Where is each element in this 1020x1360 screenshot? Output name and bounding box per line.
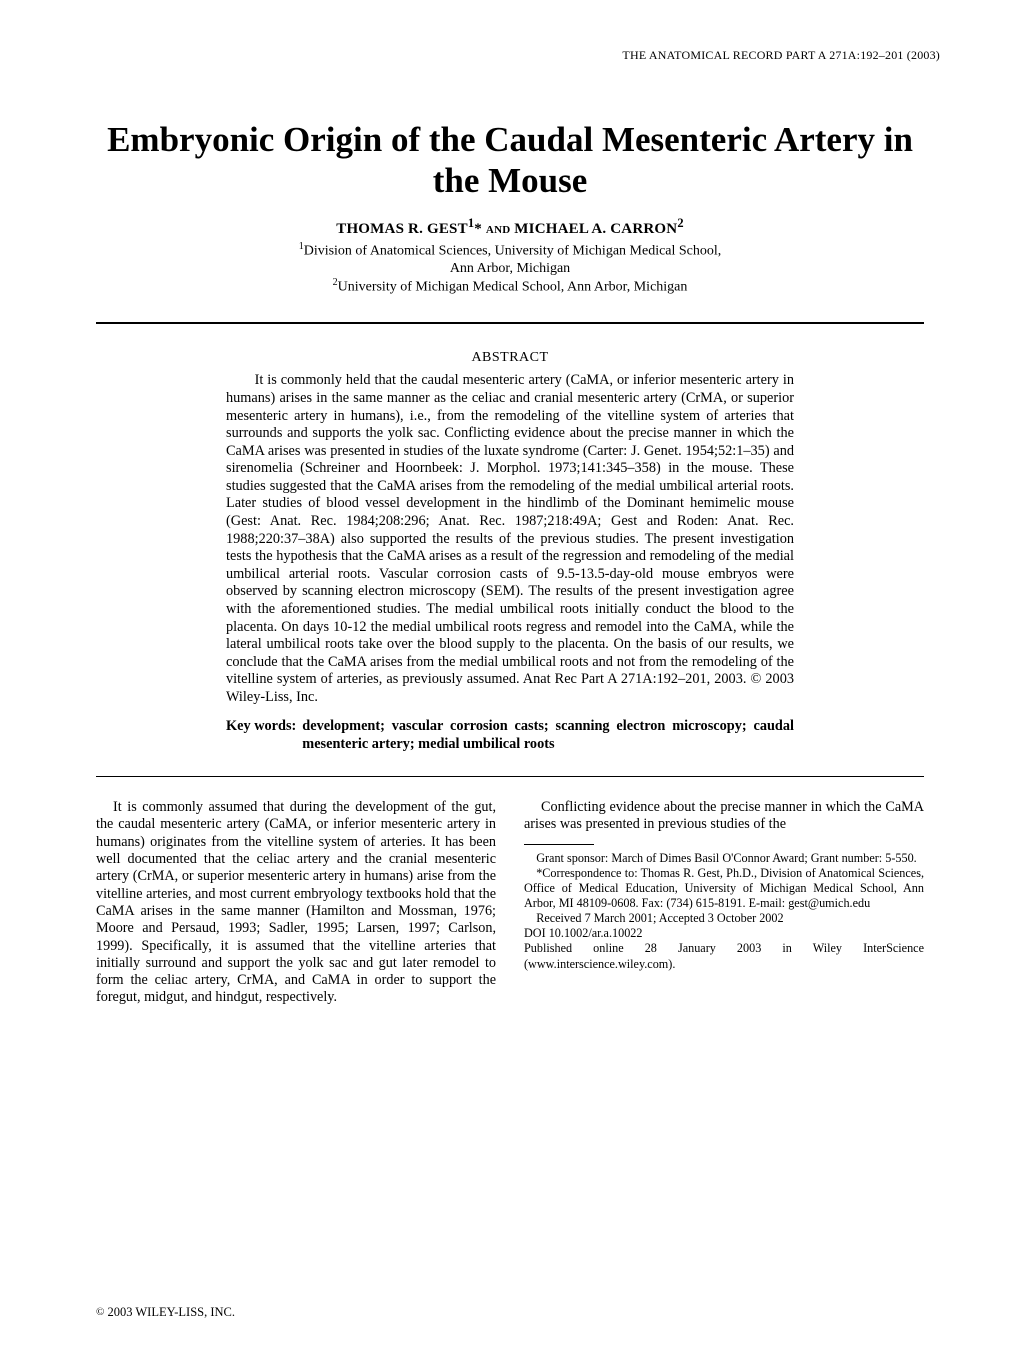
abstract-text: It is commonly held that the caudal mese… bbox=[226, 372, 794, 706]
footnotes: Grant sponsor: March of Dimes Basil O'Co… bbox=[524, 851, 924, 972]
footnote-grant: Grant sponsor: March of Dimes Basil O'Co… bbox=[524, 851, 924, 866]
author-line: THOMAS R. GEST1* and MICHAEL A. CARRON2 bbox=[96, 216, 924, 238]
body-paragraph-2: Conflicting evidence about the precise m… bbox=[524, 799, 924, 834]
affil-text-2: University of Michigan Medical School, A… bbox=[338, 280, 688, 295]
footer-text: 2003 WILEY-LISS, INC. bbox=[107, 1305, 235, 1319]
footnote-doi: DOI 10.1002/ar.a.10022 bbox=[524, 926, 924, 941]
keywords-text: development; vascular corrosion casts; s… bbox=[302, 718, 794, 753]
keywords-block: Key words: development; vascular corrosi… bbox=[226, 718, 794, 753]
body-column-right: Conflicting evidence about the precise m… bbox=[524, 799, 924, 1007]
keywords-label: Key words: bbox=[226, 718, 302, 753]
body-paragraph-1: It is commonly assumed that during the d… bbox=[96, 799, 496, 1007]
body-columns: It is commonly assumed that during the d… bbox=[96, 799, 924, 1007]
affiliation-2: 2University of Michigan Medical School, … bbox=[96, 277, 924, 296]
authors-text: THOMAS R. GEST1* and MICHAEL A. CARRON2 bbox=[336, 221, 684, 237]
page-footer: © 2003 WILEY-LISS, INC. bbox=[96, 1305, 235, 1320]
abstract-block: ABSTRACT It is commonly held that the ca… bbox=[226, 350, 794, 706]
article-title: Embryonic Origin of the Caudal Mesenteri… bbox=[96, 119, 924, 202]
body-column-left: It is commonly assumed that during the d… bbox=[96, 799, 496, 1007]
footnote-published: Published online 28 January 2003 in Wile… bbox=[524, 941, 924, 971]
affil-text-1: Division of Anatomical Sciences, Univers… bbox=[304, 243, 722, 276]
footnote-rule bbox=[524, 844, 594, 845]
affiliation-1: 1Division of Anatomical Sciences, Univer… bbox=[96, 241, 924, 278]
abstract-heading: ABSTRACT bbox=[226, 350, 794, 366]
divider-rule-bottom bbox=[96, 776, 924, 778]
footnote-correspondence: *Correspondence to: Thomas R. Gest, Ph.D… bbox=[524, 866, 924, 911]
divider-rule-top bbox=[96, 322, 924, 324]
copyright-symbol: © bbox=[96, 1306, 104, 1318]
footnote-received: Received 7 March 2001; Accepted 3 Octobe… bbox=[524, 911, 924, 926]
running-head: THE ANATOMICAL RECORD PART A 271A:192–20… bbox=[96, 48, 940, 63]
